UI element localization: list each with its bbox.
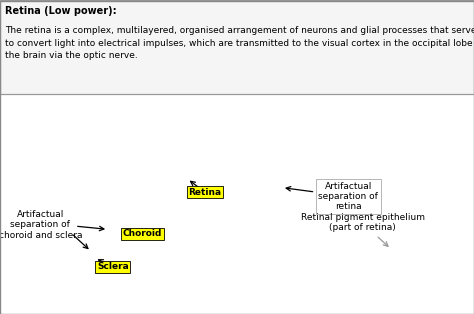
Text: The retina is a complex, multilayered, organised arrangement of neurons and glia: The retina is a complex, multilayered, o… <box>5 26 474 60</box>
Text: Retina (Low power):: Retina (Low power): <box>5 6 116 16</box>
Text: Artifactual
separation of
choroid and sclera: Artifactual separation of choroid and sc… <box>0 210 82 240</box>
Text: Sclera: Sclera <box>97 262 128 271</box>
Text: Artifactual
separation of
retina: Artifactual separation of retina <box>286 181 378 211</box>
Text: Choroid: Choroid <box>122 229 162 238</box>
Text: Retina: Retina <box>188 187 221 197</box>
FancyBboxPatch shape <box>0 0 474 94</box>
Text: Retinal pigment epithelium
(part of retina): Retinal pigment epithelium (part of reti… <box>301 213 425 246</box>
